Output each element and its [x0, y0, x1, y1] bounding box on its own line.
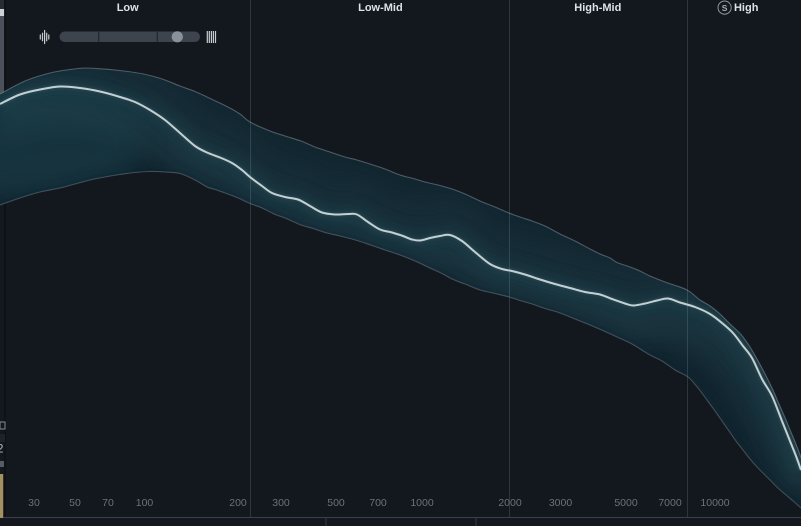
svg-text:High: High [734, 2, 759, 14]
svg-text:3000: 3000 [549, 497, 573, 509]
svg-text:Low: Low [117, 2, 139, 14]
svg-text:1000: 1000 [410, 497, 434, 509]
svg-text:7000: 7000 [658, 497, 682, 509]
svg-text:500: 500 [327, 497, 345, 509]
svg-text:300: 300 [272, 497, 290, 509]
svg-text:30: 30 [28, 497, 40, 509]
svg-text:10000: 10000 [700, 497, 729, 509]
svg-text:200: 200 [229, 497, 247, 509]
svg-text:50: 50 [69, 497, 81, 509]
svg-text:Low-Mid: Low-Mid [358, 2, 403, 14]
svg-text:S: S [722, 3, 728, 13]
svg-text:High-Mid: High-Mid [574, 2, 621, 14]
svg-text:2: 2 [0, 444, 3, 456]
svg-text:2000: 2000 [498, 497, 522, 509]
svg-text:100: 100 [136, 497, 154, 509]
svg-text:5000: 5000 [614, 497, 638, 509]
svg-text:70: 70 [102, 497, 114, 509]
svg-text:700: 700 [369, 497, 387, 509]
